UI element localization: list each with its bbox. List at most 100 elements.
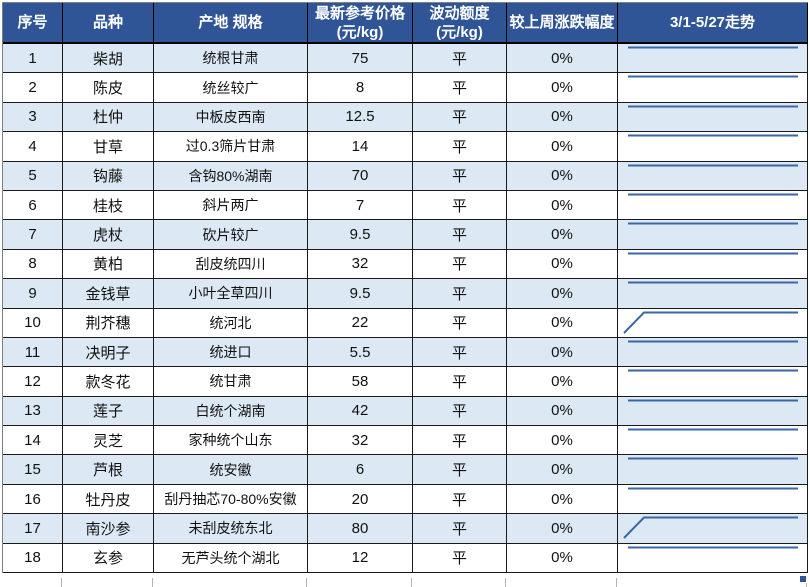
cell-variety[interactable]: 甘草 <box>63 132 154 162</box>
cell-spec[interactable]: 小叶全草四川 <box>154 279 308 309</box>
cell-variety[interactable]: 虎杖 <box>63 220 154 250</box>
cell-fluctuation[interactable]: 平 <box>413 484 507 515</box>
cell-change[interactable]: 0% <box>507 132 618 162</box>
cell-spec[interactable]: 统甘肃 <box>154 367 308 397</box>
cell-spec[interactable]: 斜片两广 <box>154 190 308 221</box>
cell-serial[interactable]: 1 <box>3 44 63 74</box>
cell-fluctuation[interactable]: 平 <box>413 308 507 338</box>
cell-serial[interactable]: 8 <box>3 249 63 280</box>
cell-trend[interactable] <box>618 220 808 250</box>
cell-trend[interactable] <box>618 73 808 103</box>
cell-serial[interactable]: 16 <box>3 484 63 515</box>
cell-change[interactable]: 0% <box>507 249 618 280</box>
cell-trend[interactable] <box>618 132 808 162</box>
cell-change[interactable]: 0% <box>507 44 618 74</box>
cell-variety[interactable]: 柴胡 <box>63 44 154 74</box>
cell-spec[interactable]: 砍片较广 <box>154 220 308 250</box>
cell-price[interactable]: 5.5 <box>308 337 413 368</box>
cell-variety[interactable]: 钩藤 <box>63 161 154 191</box>
cell-change[interactable]: 0% <box>507 337 618 368</box>
cell-trend[interactable] <box>618 484 808 515</box>
cell-change[interactable]: 0% <box>507 367 618 397</box>
cell-change[interactable]: 0% <box>507 102 618 133</box>
cell-change[interactable]: 0% <box>507 161 618 191</box>
cell-change[interactable]: 0% <box>507 220 618 250</box>
cell-change[interactable]: 0% <box>507 543 618 574</box>
cell-variety[interactable]: 南沙参 <box>63 514 154 544</box>
cell-change[interactable]: 0% <box>507 396 618 427</box>
cell-fluctuation[interactable]: 平 <box>413 279 507 309</box>
cell-trend[interactable] <box>618 514 808 544</box>
cell-change[interactable]: 0% <box>507 484 618 515</box>
cell-change[interactable]: 0% <box>507 279 618 309</box>
cell-serial[interactable]: 18 <box>3 543 63 574</box>
cell-trend[interactable] <box>618 367 808 397</box>
cell-spec[interactable]: 统丝较广 <box>154 73 308 103</box>
cell-price[interactable]: 70 <box>308 161 413 191</box>
cell-serial[interactable]: 17 <box>3 514 63 544</box>
cell-spec[interactable]: 未刮皮统东北 <box>154 514 308 544</box>
cell-serial[interactable]: 2 <box>3 73 63 103</box>
cell-fluctuation[interactable]: 平 <box>413 396 507 427</box>
cell-price[interactable]: 58 <box>308 367 413 397</box>
cell-fluctuation[interactable]: 平 <box>413 426 507 456</box>
cell-trend[interactable] <box>618 279 808 309</box>
cell-fluctuation[interactable]: 平 <box>413 543 507 574</box>
cell-spec[interactable]: 无芦头统个湖北 <box>154 543 308 574</box>
cell-spec[interactable]: 统安徽 <box>154 455 308 485</box>
cell-variety[interactable]: 芦根 <box>63 455 154 485</box>
column-header-price[interactable]: 最新参考价格 (元/kg) <box>308 3 413 44</box>
cell-price[interactable]: 7 <box>308 190 413 221</box>
cell-serial[interactable]: 6 <box>3 190 63 221</box>
cell-change[interactable]: 0% <box>507 190 618 221</box>
cell-spec[interactable]: 刮皮统四川 <box>154 249 308 280</box>
cell-variety[interactable]: 莲子 <box>63 396 154 427</box>
column-header-change[interactable]: 较上周涨跌幅度 <box>507 3 618 44</box>
cell-fluctuation[interactable]: 平 <box>413 220 507 250</box>
cell-change[interactable]: 0% <box>507 514 618 544</box>
cell-serial[interactable]: 4 <box>3 132 63 162</box>
cell-trend[interactable] <box>618 161 808 191</box>
cell-price[interactable]: 75 <box>308 44 413 74</box>
cell-price[interactable]: 6 <box>308 455 413 485</box>
cell-serial[interactable]: 11 <box>3 337 63 368</box>
cell-serial[interactable]: 9 <box>3 279 63 309</box>
cell-price[interactable]: 80 <box>308 514 413 544</box>
cell-price[interactable]: 14 <box>308 132 413 162</box>
cell-spec[interactable]: 含钩80%湖南 <box>154 161 308 191</box>
cell-price[interactable]: 9.5 <box>308 279 413 309</box>
cell-price[interactable]: 12 <box>308 543 413 574</box>
cell-serial[interactable]: 12 <box>3 367 63 397</box>
cell-serial[interactable]: 5 <box>3 161 63 191</box>
cell-variety[interactable]: 灵芝 <box>63 426 154 456</box>
cell-trend[interactable] <box>618 44 808 74</box>
cell-trend[interactable] <box>618 102 808 133</box>
cell-price[interactable]: 9.5 <box>308 220 413 250</box>
cell-spec[interactable]: 过0.3筛片甘肃 <box>154 132 308 162</box>
fill-handle[interactable] <box>799 575 807 583</box>
cell-fluctuation[interactable]: 平 <box>413 73 507 103</box>
column-header-trend[interactable]: 3/1-5/27走势 <box>618 3 808 44</box>
cell-spec[interactable]: 统进口 <box>154 337 308 368</box>
cell-change[interactable]: 0% <box>507 426 618 456</box>
cell-serial[interactable]: 3 <box>3 102 63 133</box>
cell-spec[interactable]: 统河北 <box>154 308 308 338</box>
cell-price[interactable]: 32 <box>308 426 413 456</box>
cell-fluctuation[interactable]: 平 <box>413 44 507 74</box>
cell-fluctuation[interactable]: 平 <box>413 190 507 221</box>
cell-variety[interactable]: 黄柏 <box>63 249 154 280</box>
cell-fluctuation[interactable]: 平 <box>413 132 507 162</box>
cell-spec[interactable]: 统根甘肃 <box>154 44 308 74</box>
cell-spec[interactable]: 中板皮西南 <box>154 102 308 133</box>
cell-fluctuation[interactable]: 平 <box>413 249 507 280</box>
column-header-serial[interactable]: 序号 <box>3 3 63 44</box>
cell-price[interactable]: 12.5 <box>308 102 413 133</box>
cell-trend[interactable] <box>618 337 808 368</box>
cell-trend[interactable] <box>618 455 808 485</box>
cell-spec[interactable]: 白统个湖南 <box>154 396 308 427</box>
cell-variety[interactable]: 决明子 <box>63 337 154 368</box>
cell-trend[interactable] <box>618 249 808 280</box>
cell-spec[interactable]: 刮丹抽芯70-80%安徽 <box>154 484 308 515</box>
cell-price[interactable]: 32 <box>308 249 413 280</box>
cell-variety[interactable]: 金钱草 <box>63 279 154 309</box>
